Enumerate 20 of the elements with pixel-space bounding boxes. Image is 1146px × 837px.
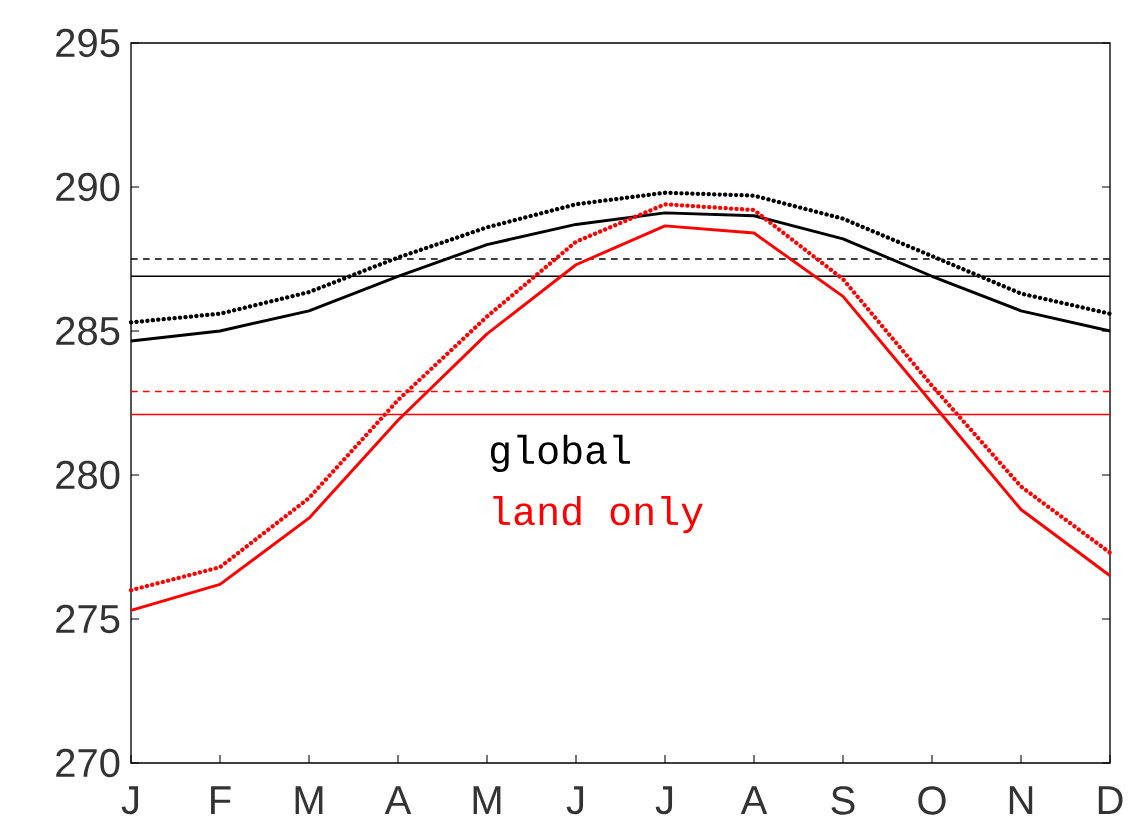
text: land only (493, 495, 703, 534)
x-tick-label: M (473, 786, 501, 814)
x-tick-label: F (211, 786, 231, 814)
x-tick-label: A (740, 786, 768, 814)
y-tick-label: 275 (56, 604, 120, 634)
x-tick-label: S (831, 786, 855, 815)
x-tick-label: J (655, 786, 673, 815)
x-tick-label: J (121, 786, 139, 815)
x-tick-label: O (918, 786, 946, 815)
text: global (490, 434, 630, 473)
x-tick-label: D (1098, 786, 1123, 814)
y-tick-label: 270 (56, 748, 120, 778)
x-tick-label: N (1009, 786, 1033, 814)
x-tick-label: M (295, 786, 323, 814)
y-tick-label: 280 (56, 460, 120, 490)
y-tick-label: 285 (56, 316, 120, 346)
x-tick-label: J (566, 786, 584, 815)
y-tick-label: 295 (56, 28, 120, 58)
x-tick-label: A (384, 786, 412, 814)
y-tick-label: 290 (56, 172, 120, 202)
